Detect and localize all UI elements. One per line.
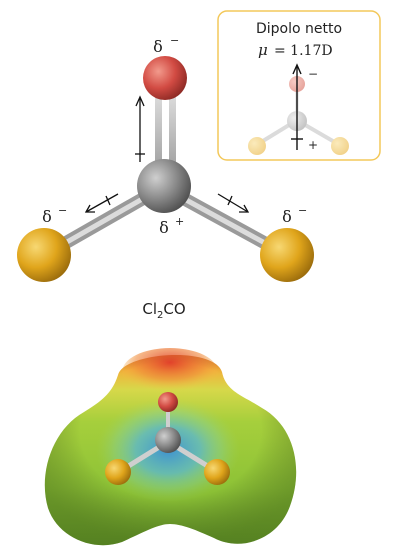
- inset-minus-sign: −: [308, 67, 318, 81]
- ccl-right-dipole-arrow: [217, 193, 250, 213]
- epm-molecule: [105, 392, 230, 485]
- charge-sign: −: [170, 34, 179, 47]
- epm-carbon-atom: [155, 427, 181, 453]
- oxygen-atom: [143, 56, 187, 100]
- delta-symbol: δ: [282, 207, 292, 226]
- partial-charge-top: δ −: [153, 34, 179, 56]
- partial-charge-left: δ −: [42, 204, 67, 226]
- inset-plus-sign: +: [308, 138, 318, 152]
- charge-sign: −: [58, 204, 67, 217]
- co-bond-dipole-arrow: [135, 95, 145, 162]
- co-double-bond-left: [155, 86, 162, 178]
- electrostatic-potential-map: [44, 348, 297, 546]
- ccl-left-dipole-arrow: [84, 193, 119, 213]
- carbon-atom: [137, 159, 191, 213]
- ball-and-stick-model: [17, 56, 314, 282]
- partial-charge-right: δ −: [282, 204, 307, 226]
- epm-chlorine-atom-right: [204, 459, 230, 485]
- epm-oxygen-atom: [158, 392, 178, 412]
- formula-label: Cl2CO: [142, 300, 185, 321]
- delta-symbol: δ: [153, 37, 163, 56]
- delta-symbol: δ: [159, 218, 169, 237]
- mu-value: = 1.17D: [274, 43, 333, 59]
- delta-symbol: δ: [42, 207, 52, 226]
- chlorine-atom-right: [260, 228, 314, 282]
- dipole-magnitude: μ = 1.17D: [258, 41, 333, 59]
- inset-chlorine-atom-left: [248, 137, 266, 155]
- partial-charge-center: δ +: [159, 215, 184, 237]
- charge-sign: −: [298, 204, 307, 217]
- net-dipole-arrow: [291, 63, 303, 150]
- inset-title: Dipolo netto: [256, 21, 342, 37]
- co-double-bond-right: [169, 86, 176, 178]
- charge-sign: +: [175, 215, 184, 228]
- inset-chlorine-atom-right: [331, 137, 349, 155]
- net-dipole-inset: Dipolo netto μ = 1.17D − +: [217, 10, 381, 161]
- bond-dipole-arrows: [84, 95, 250, 213]
- mu-symbol: μ: [258, 41, 268, 59]
- chlorine-atom-left: [17, 228, 71, 282]
- epm-chlorine-atom-left: [105, 459, 131, 485]
